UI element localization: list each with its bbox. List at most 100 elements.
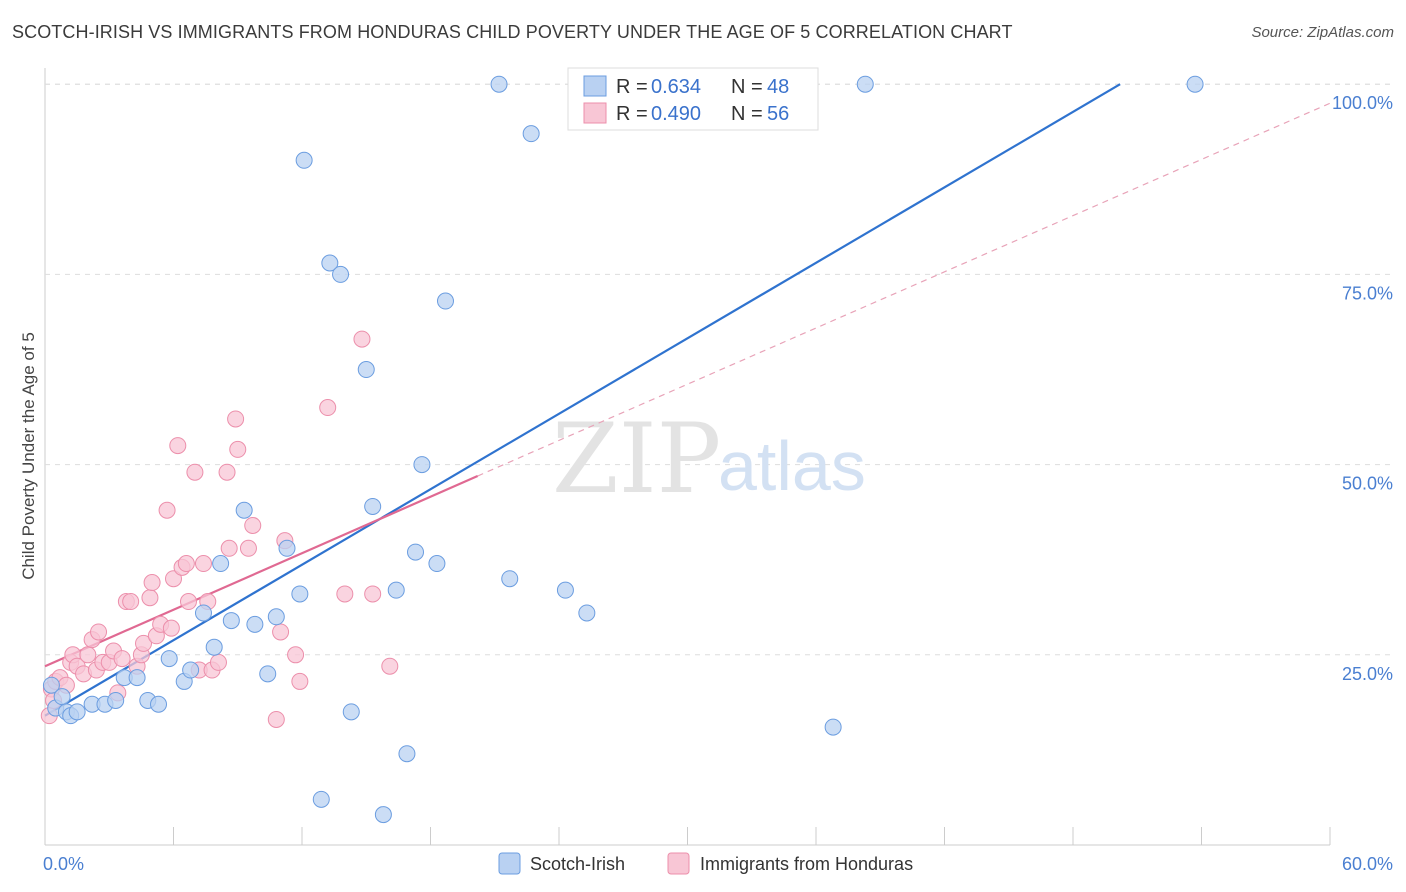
- legend-label-honduras: Immigrants from Honduras: [700, 854, 913, 874]
- points-immigrants-from-honduras: [40, 330, 399, 728]
- watermark-atlas: atlas: [718, 427, 866, 505]
- point-honduras: [186, 463, 204, 481]
- point-honduras: [209, 653, 227, 671]
- point-scotch-irish: [194, 604, 212, 622]
- point-scotch-irish: [436, 292, 454, 310]
- point-honduras: [287, 646, 305, 664]
- point-honduras: [267, 710, 285, 728]
- point-honduras: [79, 646, 97, 664]
- point-scotch-irish: [428, 555, 446, 573]
- y-tick-label: 100.0%: [1332, 93, 1393, 113]
- watermark-zip: ZIP: [552, 403, 721, 515]
- x-tick-label-max: 60.0%: [1342, 854, 1393, 874]
- stats-r-value-blue: 0.634: [651, 76, 701, 98]
- point-honduras: [381, 657, 399, 675]
- y-tick-label: 75.0%: [1342, 283, 1393, 303]
- point-honduras: [179, 593, 197, 611]
- point-honduras: [141, 589, 159, 607]
- point-scotch-irish: [53, 688, 71, 706]
- chart-title: SCOTCH-IRISH VS IMMIGRANTS FROM HONDURAS…: [12, 22, 1013, 42]
- point-scotch-irish: [387, 581, 405, 599]
- point-honduras: [229, 440, 247, 458]
- point-scotch-irish: [212, 555, 230, 573]
- point-honduras: [364, 585, 382, 603]
- point-honduras: [113, 650, 131, 668]
- point-honduras: [135, 634, 153, 652]
- point-honduras: [336, 585, 354, 603]
- point-honduras: [177, 555, 195, 573]
- point-scotch-irish: [107, 691, 125, 709]
- stats-legend: R = 0.634 N = 48 R = 0.490 N = 56: [567, 67, 819, 131]
- point-scotch-irish: [222, 612, 240, 630]
- trend-line-honduras-extended: [477, 102, 1331, 477]
- point-scotch-irish: [407, 543, 425, 561]
- point-scotch-irish: [413, 456, 431, 474]
- point-scotch-irish: [321, 254, 339, 272]
- point-scotch-irish: [182, 661, 200, 679]
- point-scotch-irish: [824, 718, 842, 736]
- point-scotch-irish: [68, 703, 86, 721]
- point-honduras: [239, 539, 257, 557]
- point-scotch-irish: [556, 581, 574, 599]
- point-scotch-irish: [267, 608, 285, 626]
- point-scotch-irish: [205, 638, 223, 656]
- point-honduras: [220, 539, 238, 557]
- point-scotch-irish: [160, 650, 178, 668]
- point-scotch-irish: [259, 665, 277, 683]
- point-honduras: [218, 463, 236, 481]
- x-tick-label-min: 0.0%: [43, 854, 84, 874]
- legend-swatch-honduras: [667, 852, 690, 875]
- point-honduras: [272, 623, 290, 641]
- stats-r-value-pink: 0.490: [651, 103, 701, 125]
- point-scotch-irish: [501, 570, 519, 588]
- y-tick-label: 50.0%: [1342, 474, 1393, 494]
- point-scotch-irish: [278, 539, 296, 557]
- point-scotch-irish: [332, 265, 350, 283]
- point-scotch-irish: [522, 125, 540, 143]
- stats-swatch-scotch-irish: [583, 75, 607, 97]
- point-scotch-irish: [291, 585, 309, 603]
- point-scotch-irish: [398, 745, 416, 763]
- point-honduras: [194, 555, 212, 573]
- stats-swatch-honduras: [583, 102, 607, 124]
- point-scotch-irish: [578, 604, 596, 622]
- y-tick-label: 25.0%: [1342, 664, 1393, 684]
- watermark: ZIP atlas: [552, 403, 866, 515]
- stats-n-value-pink: 56: [767, 103, 789, 125]
- source-credit: Source: ZipAtlas.com: [1251, 24, 1394, 41]
- x-tick-marks: [173, 827, 1331, 845]
- point-scotch-irish: [357, 361, 375, 379]
- point-scotch-irish: [42, 676, 60, 694]
- point-scotch-irish: [490, 75, 508, 93]
- point-honduras: [291, 672, 309, 690]
- legend-swatch-scotch-irish: [498, 852, 521, 875]
- point-honduras: [162, 619, 180, 637]
- stats-r-label-pink: R =: [616, 103, 648, 125]
- point-honduras: [353, 330, 371, 348]
- point-scotch-irish: [1186, 75, 1204, 93]
- stats-legend-box: [567, 67, 819, 131]
- stats-r-label-blue: R =: [616, 76, 648, 98]
- point-honduras: [169, 437, 187, 455]
- point-honduras: [122, 593, 140, 611]
- point-scotch-irish: [856, 75, 874, 93]
- series-legend: Scotch-Irish Immigrants from Honduras: [498, 852, 913, 875]
- gridlines: [45, 83, 1394, 656]
- stats-n-label-pink: N =: [731, 103, 763, 125]
- point-scotch-irish: [342, 703, 360, 721]
- legend-label-scotch-irish: Scotch-Irish: [530, 854, 625, 874]
- point-scotch-irish: [295, 151, 313, 169]
- point-scotch-irish: [312, 790, 330, 808]
- stats-n-value-blue: 48: [767, 76, 789, 98]
- point-scotch-irish: [150, 695, 168, 713]
- points-scotch-irish: [42, 75, 1204, 824]
- trend-line-honduras: [44, 475, 479, 668]
- point-honduras: [143, 574, 161, 592]
- trend-line-scotch-irish: [44, 83, 1121, 717]
- point-scotch-irish: [374, 806, 392, 824]
- point-scotch-irish: [128, 669, 146, 687]
- point-honduras: [244, 516, 262, 534]
- point-honduras: [165, 570, 182, 588]
- point-honduras: [90, 623, 108, 641]
